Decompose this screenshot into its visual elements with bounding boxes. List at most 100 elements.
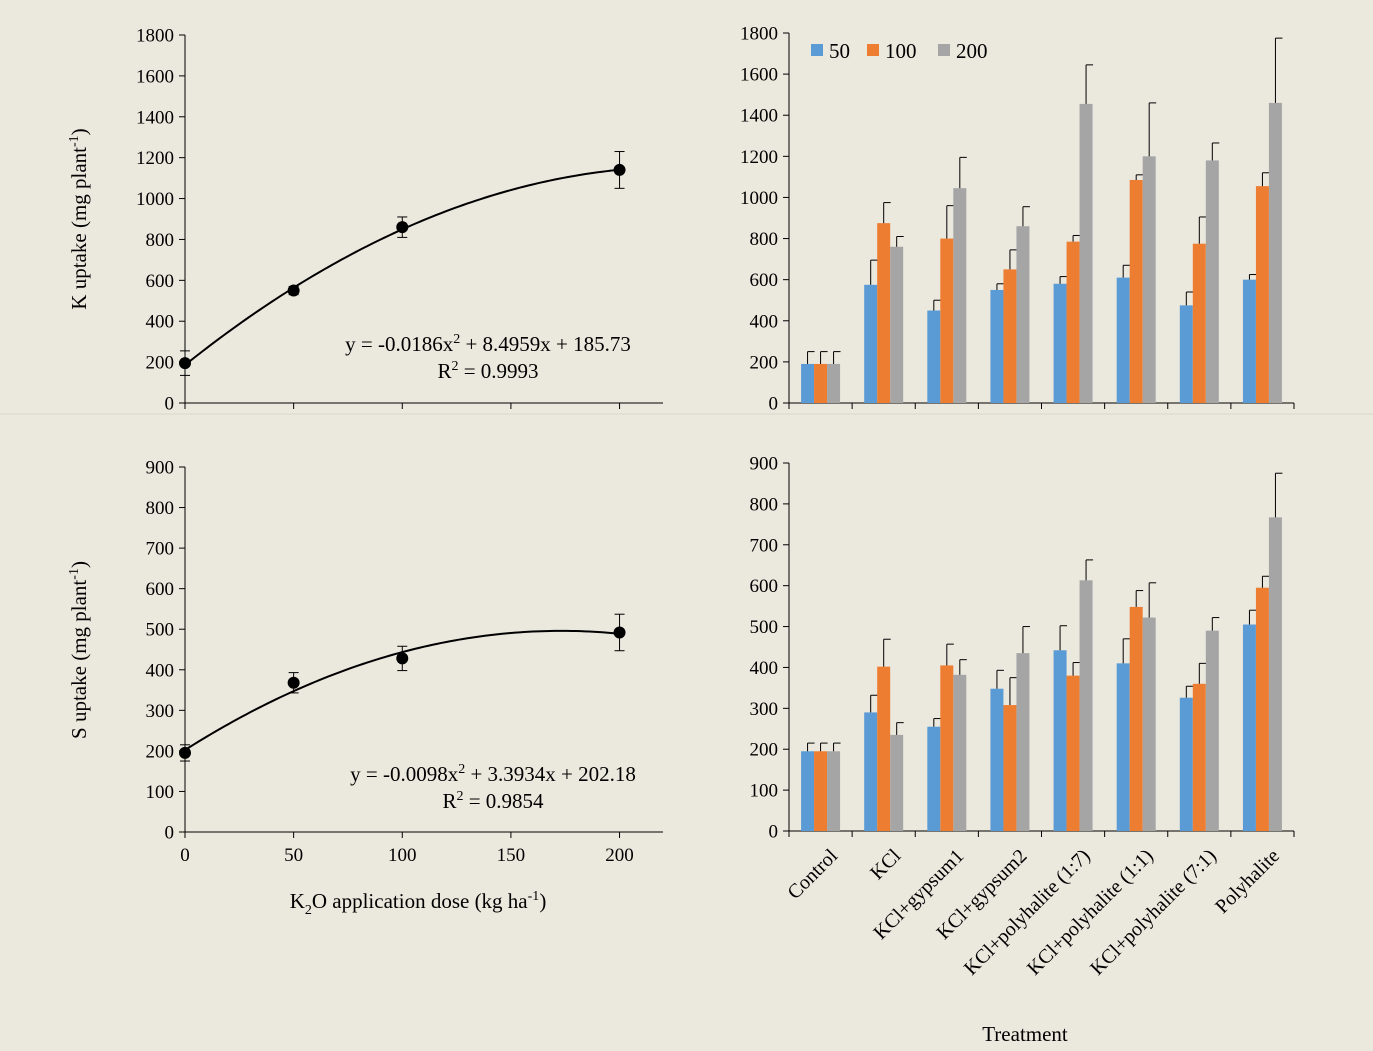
s-regression-data-point: [287, 676, 300, 689]
s-bars-bar-100: [940, 665, 954, 831]
k-regression-data-point: [396, 221, 409, 234]
k-bars-ytick-label: 600: [750, 270, 779, 291]
k-regression-ytick-label: 1400: [136, 107, 174, 128]
s-regression-xtick-label: 50: [284, 845, 303, 866]
s-bars-bar-50: [864, 712, 878, 831]
k-bars-bar-200: [1268, 102, 1282, 403]
k-regression-ytick-label: 600: [146, 271, 175, 292]
s-bars-bar-200: [827, 751, 841, 831]
k-bars-bar-50: [990, 289, 1004, 403]
s-regression-ytick-label: 900: [146, 458, 175, 479]
s-regression-r2: R2 = 0.9854: [442, 789, 544, 813]
k-bars-bar-50: [801, 363, 815, 403]
k-bars-bar-100: [1255, 186, 1269, 403]
k-bars-bar-100: [940, 238, 954, 403]
s-bars-bar-200: [953, 674, 967, 831]
k-bars-ytick-label: 1800: [740, 24, 778, 45]
s-bars-bar-50: [1242, 624, 1256, 831]
s-regression-data-point: [613, 626, 626, 639]
legend-swatch-100: [867, 44, 879, 56]
k-bars-bar-50: [1053, 283, 1067, 403]
k-bars-bar-100: [1192, 243, 1206, 403]
k-bars-bar-50: [1179, 305, 1193, 403]
k-bars-bar-200: [1079, 103, 1093, 404]
k-regression-r2: R2 = 0.9993: [437, 359, 538, 383]
s-regression-equation: y = -0.0098x2 + 3.3934x + 202.18: [350, 762, 636, 786]
s-bars-bar-200: [1142, 617, 1156, 831]
s-bars-bar-50: [801, 751, 815, 831]
k-regression-ytick-label: 1000: [136, 189, 174, 210]
k-bars-bar-100: [877, 223, 891, 403]
k-bars-ytick-label: 800: [750, 229, 779, 250]
k-bars-bar-200: [827, 363, 841, 403]
k-bars-bar-200: [1016, 226, 1030, 403]
k-regression-ytick-label: 0: [165, 394, 175, 415]
s-bars-ytick-label: 300: [750, 699, 779, 720]
k-uptake-ylabel: K uptake (mg plant-1): [67, 128, 91, 309]
k-bars-ytick-label: 1400: [740, 106, 778, 127]
k-regression-data-point: [287, 284, 300, 297]
s-bars-bar-200: [1079, 580, 1093, 831]
k-bars-bar-100: [1129, 179, 1143, 403]
k-regression-equation: y = -0.0186x2 + 8.4959x + 185.73: [345, 332, 631, 356]
legend-label-50: 50: [829, 39, 850, 63]
s-bars-ytick-label: 600: [750, 576, 779, 597]
k-regression-data-point: [179, 357, 191, 370]
dose-xlabel: K2O application dose (kg ha-1): [290, 889, 547, 918]
s-regression-data-point: [396, 652, 409, 665]
s-bars-bar-50: [1179, 697, 1193, 831]
k-bars-bar-100: [1066, 241, 1080, 403]
s-regression-ytick-label: 400: [146, 660, 175, 681]
s-bars-bar-100: [1129, 606, 1143, 831]
s-regression-xtick-label: 150: [497, 845, 526, 866]
s-bars-ytick-label: 500: [750, 617, 779, 638]
s-bars-ytick-label: 200: [750, 740, 779, 761]
treatment-xlabel: Treatment: [982, 1022, 1068, 1046]
s-bars-ytick-label: 700: [750, 535, 779, 556]
s-regression-xtick-label: 100: [388, 845, 417, 866]
s-uptake-regression-chart: 0 100 200 300 400 500 600 700 800 900 0 50 100 150 200: [146, 458, 663, 866]
legend-swatch-50: [811, 44, 823, 56]
s-regression-xtick-label: 0: [180, 845, 190, 866]
k-bars-bar-200: [1205, 160, 1219, 403]
s-uptake-ylabel: S uptake (mg plant-1): [67, 561, 91, 739]
k-bars-ytick-label: 0: [769, 394, 779, 415]
s-bars-bar-100: [814, 751, 828, 831]
k-bars-bar-50: [1242, 279, 1256, 403]
s-regression-ytick-label: 800: [146, 498, 175, 519]
k-regression-ytick-label: 1200: [136, 148, 174, 169]
s-bars-ytick-label: 100: [750, 781, 779, 802]
k-bars-ytick-label: 1600: [740, 65, 778, 86]
s-regression-ytick-label: 600: [146, 579, 175, 600]
k-regression-ytick-label: 200: [146, 353, 175, 374]
legend-swatch-200: [938, 44, 950, 56]
k-regression-data-point: [613, 163, 626, 176]
s-bars-bar-100: [877, 666, 891, 831]
legend: 50 100 200: [811, 39, 988, 63]
k-bars-bar-200: [890, 246, 904, 403]
k-bars-bar-100: [814, 363, 828, 403]
s-bars-bar-50: [1116, 663, 1130, 831]
s-regression-ytick-label: 100: [146, 782, 175, 803]
s-bars-ytick-label: 400: [750, 658, 779, 679]
s-bars-bar-50: [990, 688, 1004, 831]
k-bars-bar-50: [1116, 277, 1130, 403]
k-uptake-treatment-chart: 0 200 400 600 800 1000 1200 1400 1600 1800: [740, 24, 1295, 415]
s-regression-ytick-label: 200: [146, 741, 175, 762]
k-bars-ytick-label: 200: [750, 352, 779, 373]
k-bars-bar-50: [927, 310, 941, 403]
s-regression-ytick-label: 0: [165, 823, 175, 844]
s-bars-bar-100: [1066, 675, 1080, 831]
s-bars-ytick-label: 800: [750, 494, 779, 515]
legend-label-100: 100: [885, 39, 917, 63]
k-bars-ytick-label: 1000: [740, 188, 778, 209]
s-bars-bar-200: [1016, 653, 1030, 831]
s-bars-ytick-label: 900: [750, 454, 779, 475]
k-regression-ytick-label: 1800: [136, 26, 174, 47]
k-bars-ytick-label: 1200: [740, 147, 778, 168]
s-bars-bar-100: [1003, 705, 1017, 831]
k-bars-bar-200: [953, 188, 967, 403]
s-bars-bar-200: [1268, 517, 1282, 831]
s-regression-ytick-label: 500: [146, 620, 175, 641]
